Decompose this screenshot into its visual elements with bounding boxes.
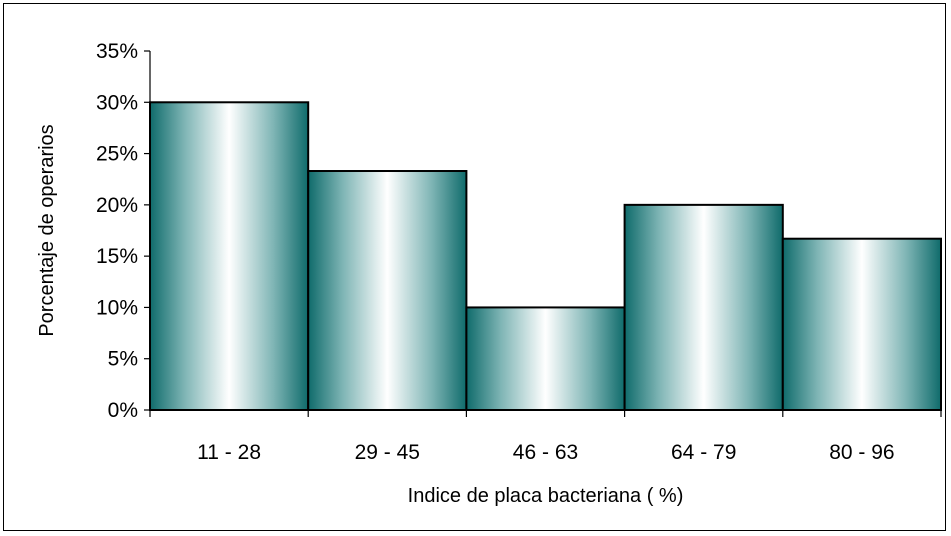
y-tick-label: 25% (96, 143, 138, 166)
y-tick-label: 5% (108, 348, 138, 371)
y-axis: 0% 5% 10% 15% 20% 25% 30% 35% (96, 40, 151, 422)
y-tick-label: 20% (96, 194, 138, 217)
x-tick-label: 11 - 28 (197, 441, 261, 464)
y-tick-label: 35% (96, 40, 138, 63)
x-axis: 11 - 28 29 - 45 46 - 63 64 - 79 80 - 96 (149, 409, 942, 464)
bar-2 (307, 170, 468, 411)
x-tick-label: 64 - 79 (671, 441, 736, 464)
y-axis-title: Porcentaje de operarios (36, 124, 58, 336)
bar-3 (465, 306, 626, 411)
bar-5 (781, 237, 942, 411)
x-axis-title: Indice de placa bacteriana ( %) (408, 485, 684, 507)
y-tick-label: 15% (96, 245, 138, 268)
x-tick-label: 46 - 63 (513, 441, 578, 464)
y-tick-label: 30% (96, 91, 138, 114)
x-tick-label: 80 - 96 (829, 441, 894, 464)
y-tick-label: 0% (108, 399, 138, 422)
bars-group (149, 101, 942, 412)
bar-1 (149, 101, 310, 412)
y-tick-label: 10% (96, 296, 138, 319)
x-tick-label: 29 - 45 (355, 441, 420, 464)
bar-4 (623, 203, 784, 411)
